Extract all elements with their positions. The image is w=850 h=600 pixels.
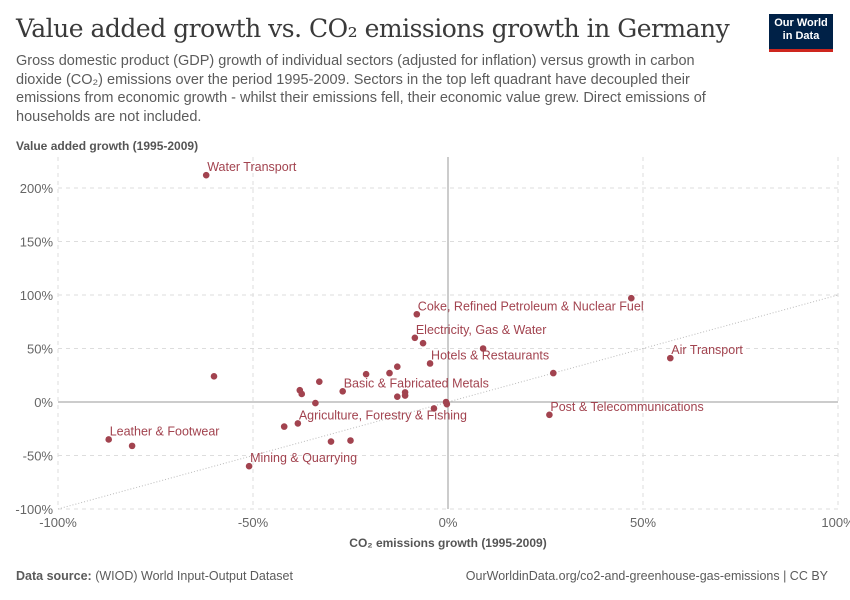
data-point	[339, 388, 347, 395]
y-tick-label: -100%	[15, 502, 53, 517]
source-label: Data source:	[16, 569, 92, 583]
data-point	[128, 442, 136, 450]
y-axis-label: Value added growth (1995-2009)	[16, 139, 199, 153]
data-point	[105, 436, 112, 443]
x-tick-label: 100%	[821, 515, 850, 530]
point-label: Mining & Quarrying	[250, 451, 357, 465]
x-tick-label: 50%	[630, 515, 656, 530]
data-point	[479, 345, 487, 352]
data-point	[298, 390, 306, 398]
data-point	[419, 339, 427, 347]
data-point	[386, 369, 393, 377]
data-point	[245, 462, 253, 470]
point-label: Electricity, Gas & Water	[416, 323, 547, 337]
y-tick-label: 200%	[20, 181, 54, 196]
point-label: Basic & Fabricated Metals	[344, 376, 489, 390]
data-point	[550, 369, 557, 377]
data-point	[401, 389, 409, 396]
data-point	[394, 393, 401, 400]
data-point	[312, 399, 319, 407]
data-point	[316, 378, 323, 385]
point-label: Air Transport	[671, 343, 743, 357]
data-point	[546, 411, 553, 419]
data-point	[628, 294, 635, 302]
x-tick-label: -50%	[238, 515, 269, 530]
data-point	[347, 437, 354, 444]
data-point	[394, 363, 401, 370]
y-tick-label: 150%	[20, 235, 54, 250]
point-label: Water Transport	[207, 160, 297, 174]
data-point	[426, 360, 434, 367]
data-point	[667, 354, 674, 362]
point-label: Leather & Footwear	[110, 424, 220, 438]
data-point	[202, 171, 210, 179]
owid-logo[interactable]: Our World in Data	[769, 14, 833, 52]
data-point	[430, 405, 438, 412]
source-url[interactable]: OurWorldinData.org/co2-and-greenhouse-ga…	[465, 569, 828, 583]
chart-subtitle: Gross domestic product (GDP) growth of i…	[16, 53, 706, 125]
data-point	[280, 423, 288, 430]
y-tick-label: 50%	[27, 342, 53, 357]
x-axis-label: CO₂ emissions growth (1995-2009)	[349, 536, 546, 550]
y-tick-label: 100%	[20, 288, 54, 303]
chart-title: Value added growth vs. CO₂ emissions gro…	[16, 14, 730, 43]
point-label: Hotels & Restaurants	[431, 348, 549, 362]
point-label: Agriculture, Forestry & Fishing	[299, 408, 467, 422]
data-point	[413, 310, 421, 318]
data-point	[443, 400, 451, 408]
data-point	[210, 373, 218, 380]
x-tick-label: -100%	[39, 515, 77, 530]
source-text[interactable]: (WIOD) World Input-Output Dataset	[95, 569, 293, 583]
point-label: Coke, Refined Petroleum & Nuclear Fuel	[418, 299, 644, 313]
y-tick-label: 0%	[34, 395, 53, 410]
x-tick-label: 0%	[439, 515, 458, 530]
y-tick-label: -50%	[23, 449, 54, 464]
point-label: Post & Telecommunications	[550, 400, 703, 414]
data-point	[294, 420, 302, 427]
data-point	[327, 438, 335, 445]
data-point	[411, 334, 419, 342]
data-point	[362, 370, 370, 378]
data-source: Data source: (WIOD) World Input-Output D…	[16, 569, 293, 583]
